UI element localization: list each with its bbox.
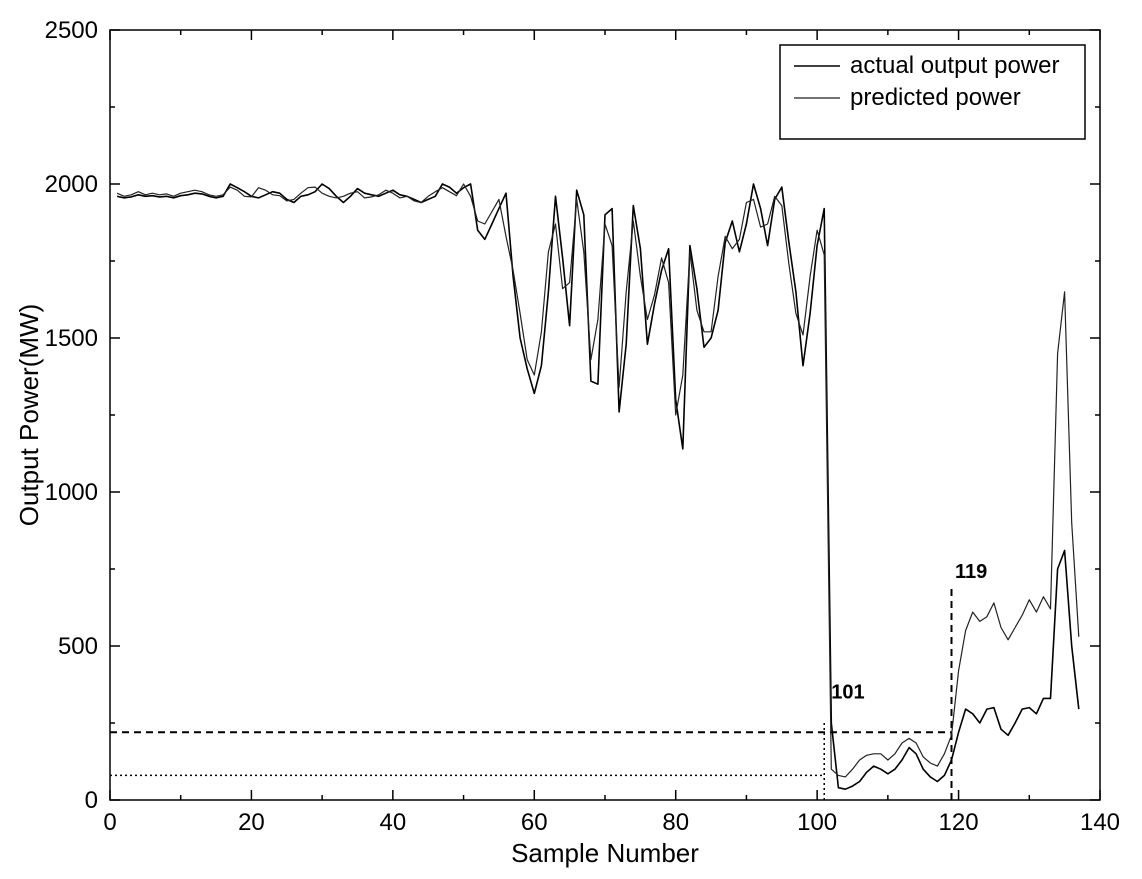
x-tick-label: 40 — [380, 809, 407, 836]
legend-label: actual output power — [850, 52, 1059, 79]
x-tick-label: 100 — [797, 809, 837, 836]
line-chart: 0 20 40 60 80 100 120 140 0 500 1000 1500 2000 2500 Sa… — [0, 0, 1142, 879]
x-tick-label: 60 — [521, 809, 548, 836]
plot-box — [110, 30, 1100, 800]
y-tick-label: 2500 — [45, 17, 98, 44]
x-tick-label: 140 — [1080, 809, 1120, 836]
annotation-label: 101 — [831, 681, 864, 703]
x-tick-label: 80 — [662, 809, 689, 836]
y-axis-label: Output Power(MW) — [14, 304, 44, 527]
y-tick-label: 1500 — [45, 325, 98, 352]
y-tick-label: 1000 — [45, 479, 98, 506]
legend-label: predicted power — [850, 84, 1021, 111]
x-tick-label: 0 — [103, 809, 116, 836]
x-tick-label: 120 — [939, 809, 979, 836]
series-line — [117, 184, 1079, 777]
x-tick-label: 20 — [238, 809, 265, 836]
y-tick-label: 0 — [85, 787, 98, 814]
y-tick-label: 2000 — [45, 171, 98, 198]
series-line — [117, 184, 1079, 789]
annotation-label: 119 — [955, 561, 987, 583]
y-tick-label: 500 — [58, 633, 98, 660]
x-axis-label: Sample Number — [511, 838, 699, 868]
